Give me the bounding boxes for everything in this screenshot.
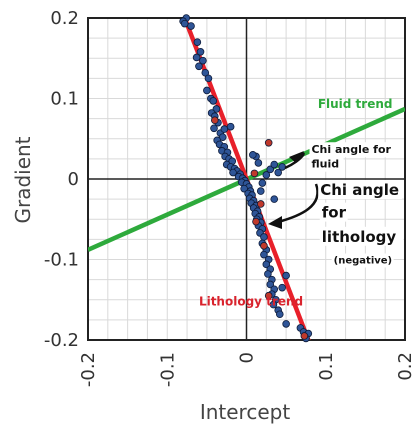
y-tick-label: -0.2 <box>44 330 79 351</box>
scatter-point <box>209 97 218 105</box>
chi-lithology-label-line2: for <box>322 204 347 222</box>
scatter-point <box>201 68 210 77</box>
scatter-point <box>256 187 265 195</box>
scatter-point <box>180 19 189 28</box>
x-tick-label: -0.1 <box>157 352 178 387</box>
scatter-point-highlight <box>264 138 273 147</box>
scatter-point <box>282 271 290 280</box>
fluid-arrow-head <box>289 151 304 163</box>
scatter-point <box>270 195 279 203</box>
scatter-point <box>262 171 271 179</box>
scatter-point <box>264 270 272 278</box>
y-tick-label: 0 <box>68 169 79 190</box>
scatter-point <box>270 160 279 169</box>
chi-lithology-label-line4: (negative) <box>334 256 392 267</box>
scatter-point <box>260 250 268 259</box>
scatter-point <box>275 310 284 319</box>
x-tick-label: 0.2 <box>395 352 416 381</box>
y-tick-labels: 0.2 0.1 0 -0.1 -0.2 <box>44 8 79 351</box>
scatter-point <box>254 159 263 167</box>
y-tick-label: 0.1 <box>50 89 79 110</box>
scatter-point <box>204 74 213 83</box>
lithology-arrow-head <box>268 216 282 229</box>
scatter-point <box>278 283 286 292</box>
chi-angle-arrows <box>268 151 319 229</box>
scatter-point <box>249 151 257 159</box>
scatter-point <box>218 133 227 141</box>
scatter-point <box>187 22 195 30</box>
annotation-background <box>319 226 404 246</box>
scatter-point-highlight <box>250 169 259 178</box>
y-tick-label: 0.2 <box>50 8 79 29</box>
annotation-background <box>309 156 344 172</box>
x-tick-label: 0.1 <box>316 352 337 381</box>
scatter-point <box>199 56 207 65</box>
annotation-background <box>309 142 399 158</box>
scatter-point <box>226 122 235 131</box>
chi-fluid-label-line2: fluid <box>311 158 339 171</box>
scatter-point <box>262 260 271 269</box>
y-axis-label: Gradient <box>11 136 35 223</box>
annotation-background <box>318 180 402 200</box>
scatter-point <box>212 105 221 113</box>
chi-lithology-label-line3: lithology <box>322 228 397 246</box>
chi-fluid-label-line1: Chi angle for <box>311 143 391 156</box>
scatter-point <box>240 184 248 193</box>
scatter-point <box>260 233 268 241</box>
scatter-point-highlight <box>252 217 260 226</box>
scatter-point-highlight <box>300 332 309 340</box>
scatter-point-highlight <box>264 291 273 300</box>
scatter-point <box>196 48 205 56</box>
lithology-angle-arrow <box>277 183 319 224</box>
fluid-trend-label: Fluid trend <box>318 97 393 111</box>
scatter-point <box>192 53 201 62</box>
scatter-point <box>274 168 283 177</box>
chi-lithology-label-line1: Chi angle <box>320 181 399 199</box>
x-tick-label: 0 <box>237 352 258 363</box>
y-tick-label: -0.1 <box>44 250 79 271</box>
scatter-point <box>203 86 211 95</box>
scatter-point-highlight <box>211 116 219 125</box>
scatter-point-highlight <box>256 200 265 208</box>
x-tick-label: -0.2 <box>78 352 99 387</box>
scatter-point <box>193 38 202 46</box>
scatter-point-highlight <box>260 242 268 250</box>
annotation-background <box>331 253 394 268</box>
scatter-point <box>229 168 237 177</box>
x-axis-label: Intercept <box>200 400 291 424</box>
scatter-point <box>220 125 229 133</box>
scatter-point <box>210 124 218 133</box>
annotation-background <box>319 202 348 222</box>
x-tick-labels: -0.2 -0.1 0 0.1 0.2 <box>78 352 416 387</box>
lithology-trend-label: Lithology trend <box>199 294 303 308</box>
scatter-point <box>266 280 275 289</box>
chart-annotations: Fluid trend Lithology trend Chi angle for f… <box>199 97 404 308</box>
scatter-point <box>195 62 203 71</box>
scatter-point <box>258 179 267 187</box>
scatter-point <box>282 320 290 328</box>
scatter-point <box>266 165 275 174</box>
scatter-point <box>269 300 278 309</box>
scatter-points <box>179 14 313 343</box>
